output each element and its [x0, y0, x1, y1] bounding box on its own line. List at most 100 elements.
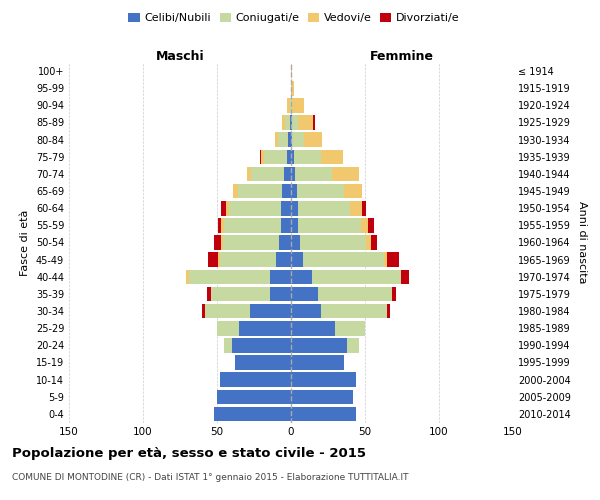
Text: Maschi: Maschi — [155, 50, 205, 62]
Bar — [291, 64, 292, 78]
Bar — [298, 218, 361, 232]
Bar — [281, 218, 291, 232]
Bar — [367, 235, 371, 250]
Bar — [223, 235, 279, 250]
Bar — [287, 98, 290, 112]
Bar — [344, 184, 362, 198]
Bar — [320, 150, 343, 164]
Bar — [291, 235, 300, 250]
Bar — [217, 390, 291, 404]
Bar — [205, 304, 250, 318]
Bar — [224, 338, 232, 352]
Bar — [371, 235, 377, 250]
Bar — [291, 252, 303, 267]
Bar — [287, 150, 291, 164]
Bar — [284, 166, 291, 181]
Bar — [292, 98, 304, 112]
Bar — [291, 270, 312, 284]
Bar — [239, 321, 291, 336]
Bar — [298, 201, 350, 216]
Bar — [335, 321, 365, 336]
Bar — [291, 406, 356, 421]
Bar — [220, 372, 291, 387]
Bar — [291, 98, 292, 112]
Bar — [291, 150, 294, 164]
Bar — [361, 218, 368, 232]
Bar — [206, 286, 211, 301]
Bar — [270, 270, 291, 284]
Bar — [292, 132, 304, 147]
Bar — [211, 286, 270, 301]
Bar — [332, 166, 359, 181]
Bar — [401, 270, 409, 284]
Bar — [214, 406, 291, 421]
Bar — [260, 150, 262, 164]
Bar — [288, 132, 291, 147]
Bar — [275, 132, 278, 147]
Legend: Celibi/Nubili, Coniugati/e, Vedovi/e, Divorziati/e: Celibi/Nubili, Coniugati/e, Vedovi/e, Di… — [124, 8, 464, 28]
Bar — [291, 286, 317, 301]
Bar — [208, 252, 218, 267]
Bar — [290, 115, 291, 130]
Text: COMUNE DI MONTODINE (CR) - Dati ISTAT 1° gennaio 2015 - Elaborazione TUTTITALIA.: COMUNE DI MONTODINE (CR) - Dati ISTAT 1°… — [12, 472, 409, 482]
Bar — [362, 201, 367, 216]
Y-axis label: Anni di nascita: Anni di nascita — [577, 201, 587, 284]
Bar — [270, 286, 291, 301]
Bar — [392, 286, 396, 301]
Bar — [235, 355, 291, 370]
Bar — [291, 321, 335, 336]
Bar — [282, 184, 291, 198]
Bar — [251, 166, 284, 181]
Bar — [291, 132, 292, 147]
Bar — [387, 252, 399, 267]
Bar — [291, 338, 347, 352]
Bar — [279, 235, 291, 250]
Bar — [347, 338, 359, 352]
Bar — [226, 201, 229, 216]
Bar — [247, 166, 251, 181]
Bar — [291, 304, 320, 318]
Bar — [303, 252, 384, 267]
Bar — [313, 115, 314, 130]
Bar — [384, 252, 387, 267]
Bar — [189, 270, 270, 284]
Text: Popolazione per età, sesso e stato civile - 2015: Popolazione per età, sesso e stato civil… — [12, 448, 366, 460]
Bar — [291, 355, 344, 370]
Bar — [262, 150, 265, 164]
Bar — [281, 201, 291, 216]
Bar — [221, 201, 226, 216]
Bar — [304, 132, 322, 147]
Bar — [202, 304, 205, 318]
Bar — [186, 270, 189, 284]
Bar — [298, 115, 313, 130]
Bar — [295, 166, 332, 181]
Bar — [285, 115, 290, 130]
Bar — [221, 235, 223, 250]
Bar — [278, 132, 288, 147]
Bar — [291, 218, 298, 232]
Bar — [291, 372, 356, 387]
Bar — [238, 184, 282, 198]
Bar — [317, 286, 392, 301]
Bar — [320, 304, 387, 318]
Bar — [350, 201, 362, 216]
Bar — [265, 150, 287, 164]
Bar — [312, 270, 401, 284]
Bar — [291, 115, 292, 130]
Bar — [233, 184, 238, 198]
Bar — [292, 115, 298, 130]
Bar — [250, 304, 291, 318]
Bar — [291, 201, 298, 216]
Bar — [291, 390, 353, 404]
Bar — [232, 338, 291, 352]
Bar — [300, 235, 367, 250]
Bar — [224, 218, 281, 232]
Y-axis label: Fasce di età: Fasce di età — [20, 210, 30, 276]
Bar — [282, 115, 285, 130]
Bar — [218, 252, 220, 267]
Bar — [297, 184, 344, 198]
Bar — [218, 218, 221, 232]
Bar — [214, 235, 221, 250]
Bar — [294, 150, 320, 164]
Bar — [291, 166, 295, 181]
